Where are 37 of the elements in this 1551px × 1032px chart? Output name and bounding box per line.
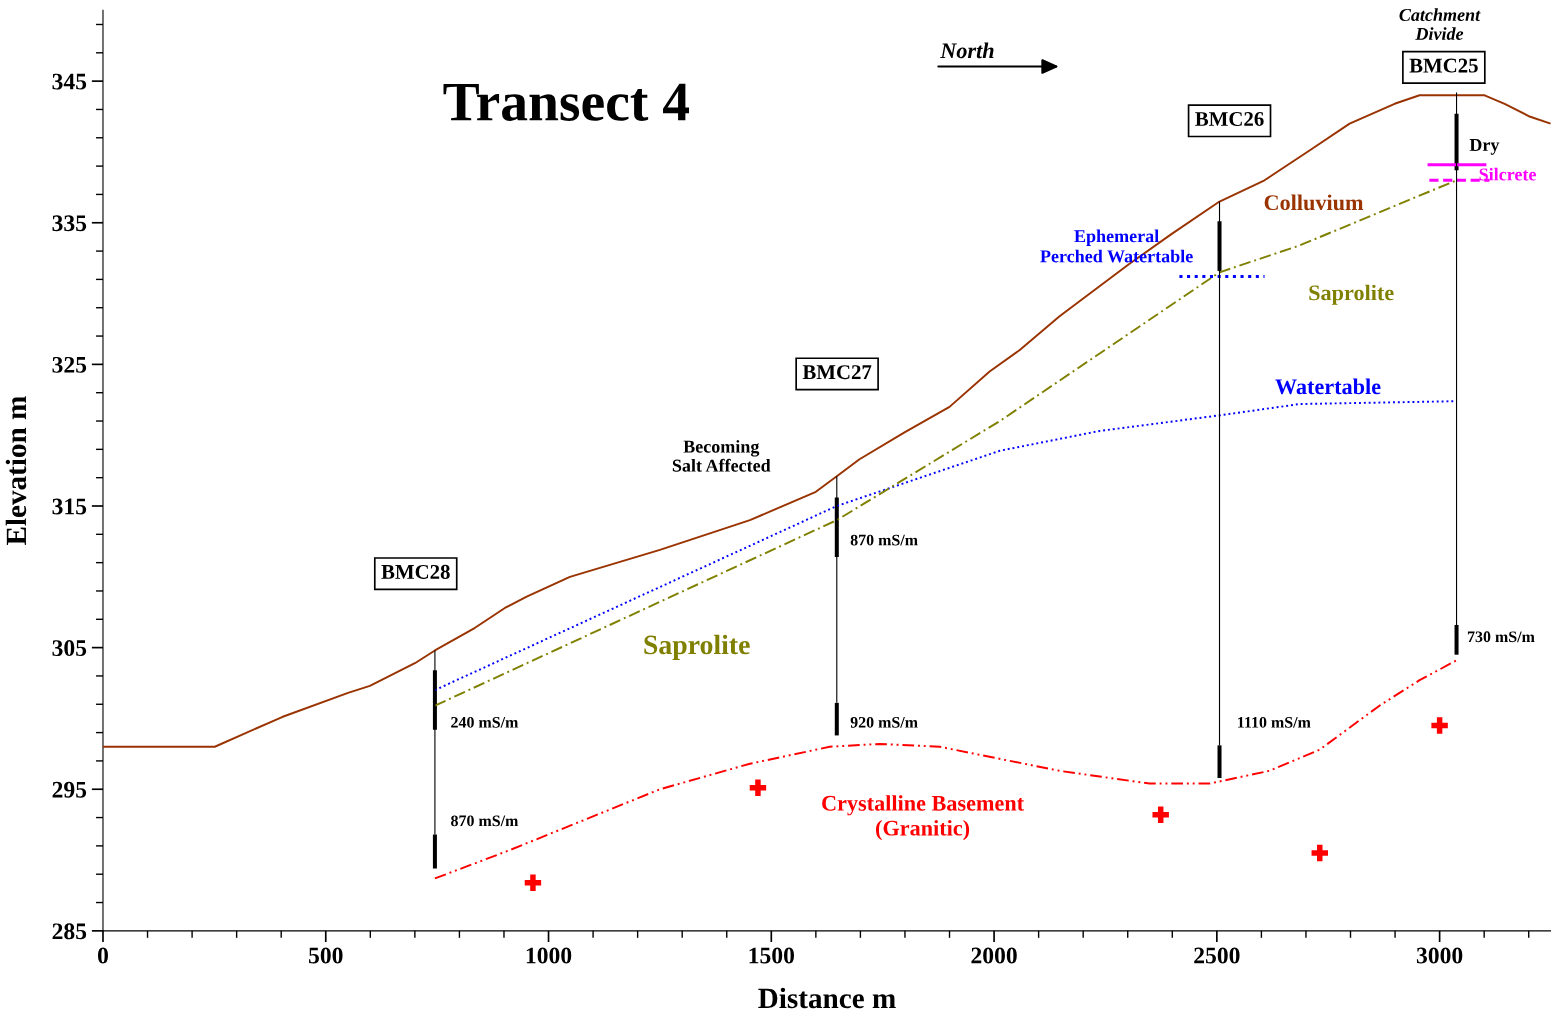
annotation: BMC28	[381, 564, 450, 579]
x-tick-label: 0	[97, 947, 108, 964]
annotation: 1110 mS/m	[1238, 716, 1311, 728]
text: Transect 4	[443, 83, 690, 121]
annotation: Catchment Divide	[1399, 8, 1481, 40]
x-axis-title: Distance m	[758, 987, 896, 1009]
annotation: 870 mS/m	[850, 534, 918, 546]
x-tick-label: 1000	[526, 947, 572, 964]
y-tick-label: 285	[52, 923, 87, 940]
y-tick-label: 295	[52, 781, 87, 798]
annotation: 870 mS/m	[451, 815, 519, 827]
y-tick-label: 345	[52, 73, 87, 90]
annotation: North	[940, 42, 994, 59]
annotation: 920 mS/m	[850, 716, 918, 728]
annotation: BMC27	[802, 365, 872, 380]
x-tick-label: 2000	[971, 947, 1017, 964]
series-label: Watertable	[1275, 378, 1381, 395]
x-tick-label: 3000	[1416, 947, 1463, 964]
y-tick-label: 335	[52, 215, 87, 232]
annotation: 730 mS/m	[1467, 631, 1535, 643]
x-tick-label: 500	[308, 947, 343, 964]
annotation: BMC25	[1409, 58, 1478, 73]
annotation: Becoming Salt Affected	[672, 440, 771, 472]
y-tick-label: 305	[52, 640, 87, 657]
series-label: Saprolite	[1309, 284, 1394, 305]
y-tick-label: 315	[52, 498, 87, 515]
annotation: 240 mS/m	[451, 716, 519, 728]
series-label: Colluvium	[1264, 194, 1364, 211]
series-label: Silcrete	[1479, 167, 1536, 181]
y-axis-title: Elevation m	[5, 396, 27, 546]
annotation: BMC26	[1195, 112, 1264, 126]
annotation: Dry	[1469, 139, 1500, 155]
x-tick-label: 2500	[1194, 947, 1240, 964]
series-label: Crystalline Basement (Granitic)	[822, 795, 1024, 841]
annotation: Saprolite	[644, 634, 750, 660]
x-tick-label: 1500	[749, 947, 795, 964]
y-tick-label: 325	[52, 356, 87, 373]
